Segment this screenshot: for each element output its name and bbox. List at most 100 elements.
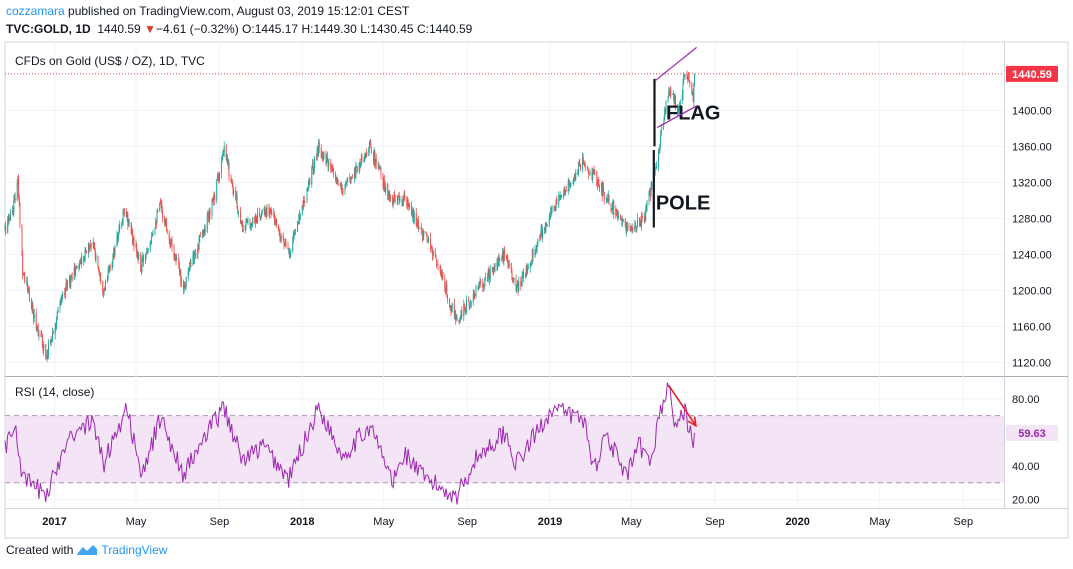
candle-body: [634, 225, 636, 228]
candle-body: [632, 227, 634, 231]
candle-body: [601, 183, 603, 192]
tradingview-brand-link[interactable]: TradingView: [101, 543, 168, 557]
candle-body: [69, 277, 71, 285]
candle-body: [290, 250, 292, 255]
candle-body: [169, 239, 171, 244]
candle-body: [274, 220, 276, 222]
candle-body: [94, 250, 96, 259]
candle-body: [569, 186, 571, 187]
candle-body: [658, 149, 660, 167]
candle-body: [318, 142, 320, 149]
candle-body: [220, 160, 222, 174]
candle-body: [591, 171, 593, 180]
rsi-last-label: 59.63: [1018, 428, 1046, 440]
candle-body: [155, 222, 157, 224]
candle-body: [60, 300, 62, 302]
down-arrow-icon: ▼: [144, 22, 156, 36]
candle-body: [70, 276, 72, 285]
candle-body: [446, 284, 448, 296]
candle-body: [517, 283, 519, 291]
time-tick-label: 2019: [538, 516, 562, 528]
candle-body: [691, 93, 693, 95]
candle-body: [442, 271, 444, 280]
candle-body: [7, 220, 9, 234]
candle-body: [132, 236, 134, 244]
candle-body: [688, 76, 690, 82]
candle-body: [218, 176, 220, 182]
candle-body: [242, 221, 244, 232]
candle-body: [470, 302, 472, 304]
candle-body: [141, 258, 143, 269]
candle-body: [439, 266, 441, 269]
candle-body: [565, 190, 567, 194]
candle-body: [678, 107, 680, 111]
candle-body: [408, 204, 410, 207]
candle-body: [136, 244, 138, 254]
candle-body: [677, 106, 679, 113]
pole-label[interactable]: POLE: [656, 192, 710, 214]
candle-body: [361, 157, 363, 161]
rsi-divergence-arrow[interactable]: [668, 384, 697, 427]
candle-body: [159, 202, 161, 211]
candle-body: [529, 264, 531, 269]
candle-body: [508, 264, 510, 266]
candle-body: [451, 303, 453, 307]
candle-body: [645, 206, 647, 210]
candle-body: [520, 281, 522, 286]
flag-label[interactable]: FLAG: [666, 102, 720, 124]
candle-body: [417, 218, 419, 225]
candle-body: [539, 235, 541, 240]
candle-body: [261, 212, 263, 217]
candle-body: [56, 311, 58, 319]
candle-body: [463, 304, 465, 308]
candle-body: [437, 264, 439, 267]
candle-body: [204, 228, 206, 233]
candle-body: [28, 287, 30, 293]
candle-body: [79, 263, 81, 266]
author-link[interactable]: cozzamara: [6, 4, 65, 18]
candle-body: [458, 319, 460, 321]
time-tick-label: May: [621, 516, 642, 528]
candle-body: [488, 270, 490, 275]
candle-body: [360, 164, 362, 167]
candle-body: [449, 306, 451, 308]
candle-body: [307, 187, 309, 191]
flag-trend-line[interactable]: [654, 46, 697, 82]
candle-body: [636, 225, 638, 229]
candle-body: [204, 228, 206, 233]
candle-body: [279, 231, 281, 238]
candle-body: [630, 228, 632, 231]
candle-body: [387, 191, 389, 200]
last-price-badge: [1006, 65, 1058, 82]
candle-body: [579, 163, 581, 166]
candle-body: [98, 270, 100, 275]
candle-body: [572, 181, 574, 184]
candle-body: [227, 158, 229, 165]
flag-trend-line[interactable]: [656, 105, 697, 129]
candle-body: [216, 176, 218, 181]
candle-body: [261, 210, 263, 213]
candle-body: [493, 268, 495, 271]
candle-body: [303, 200, 305, 202]
candle-body: [216, 180, 218, 201]
candle-body: [459, 317, 461, 321]
candle-body: [35, 313, 37, 328]
candle-body: [641, 216, 643, 218]
candle-body: [327, 159, 329, 168]
candle-body: [239, 211, 241, 224]
candle-body: [59, 303, 61, 309]
candle-body: [299, 214, 301, 220]
candle-body: [493, 263, 495, 269]
candle-body: [87, 244, 89, 253]
candle-body: [104, 280, 106, 291]
candle-body: [570, 183, 572, 187]
candle-body: [171, 239, 173, 248]
candle-body: [580, 165, 582, 169]
candle-body: [677, 110, 679, 113]
candle-body: [245, 221, 247, 227]
drawings[interactable]: 1440.59 FLAG POLE: [5, 46, 1058, 428]
candle-body: [578, 162, 580, 164]
candle-body: [299, 213, 301, 220]
candle-body: [444, 279, 446, 288]
